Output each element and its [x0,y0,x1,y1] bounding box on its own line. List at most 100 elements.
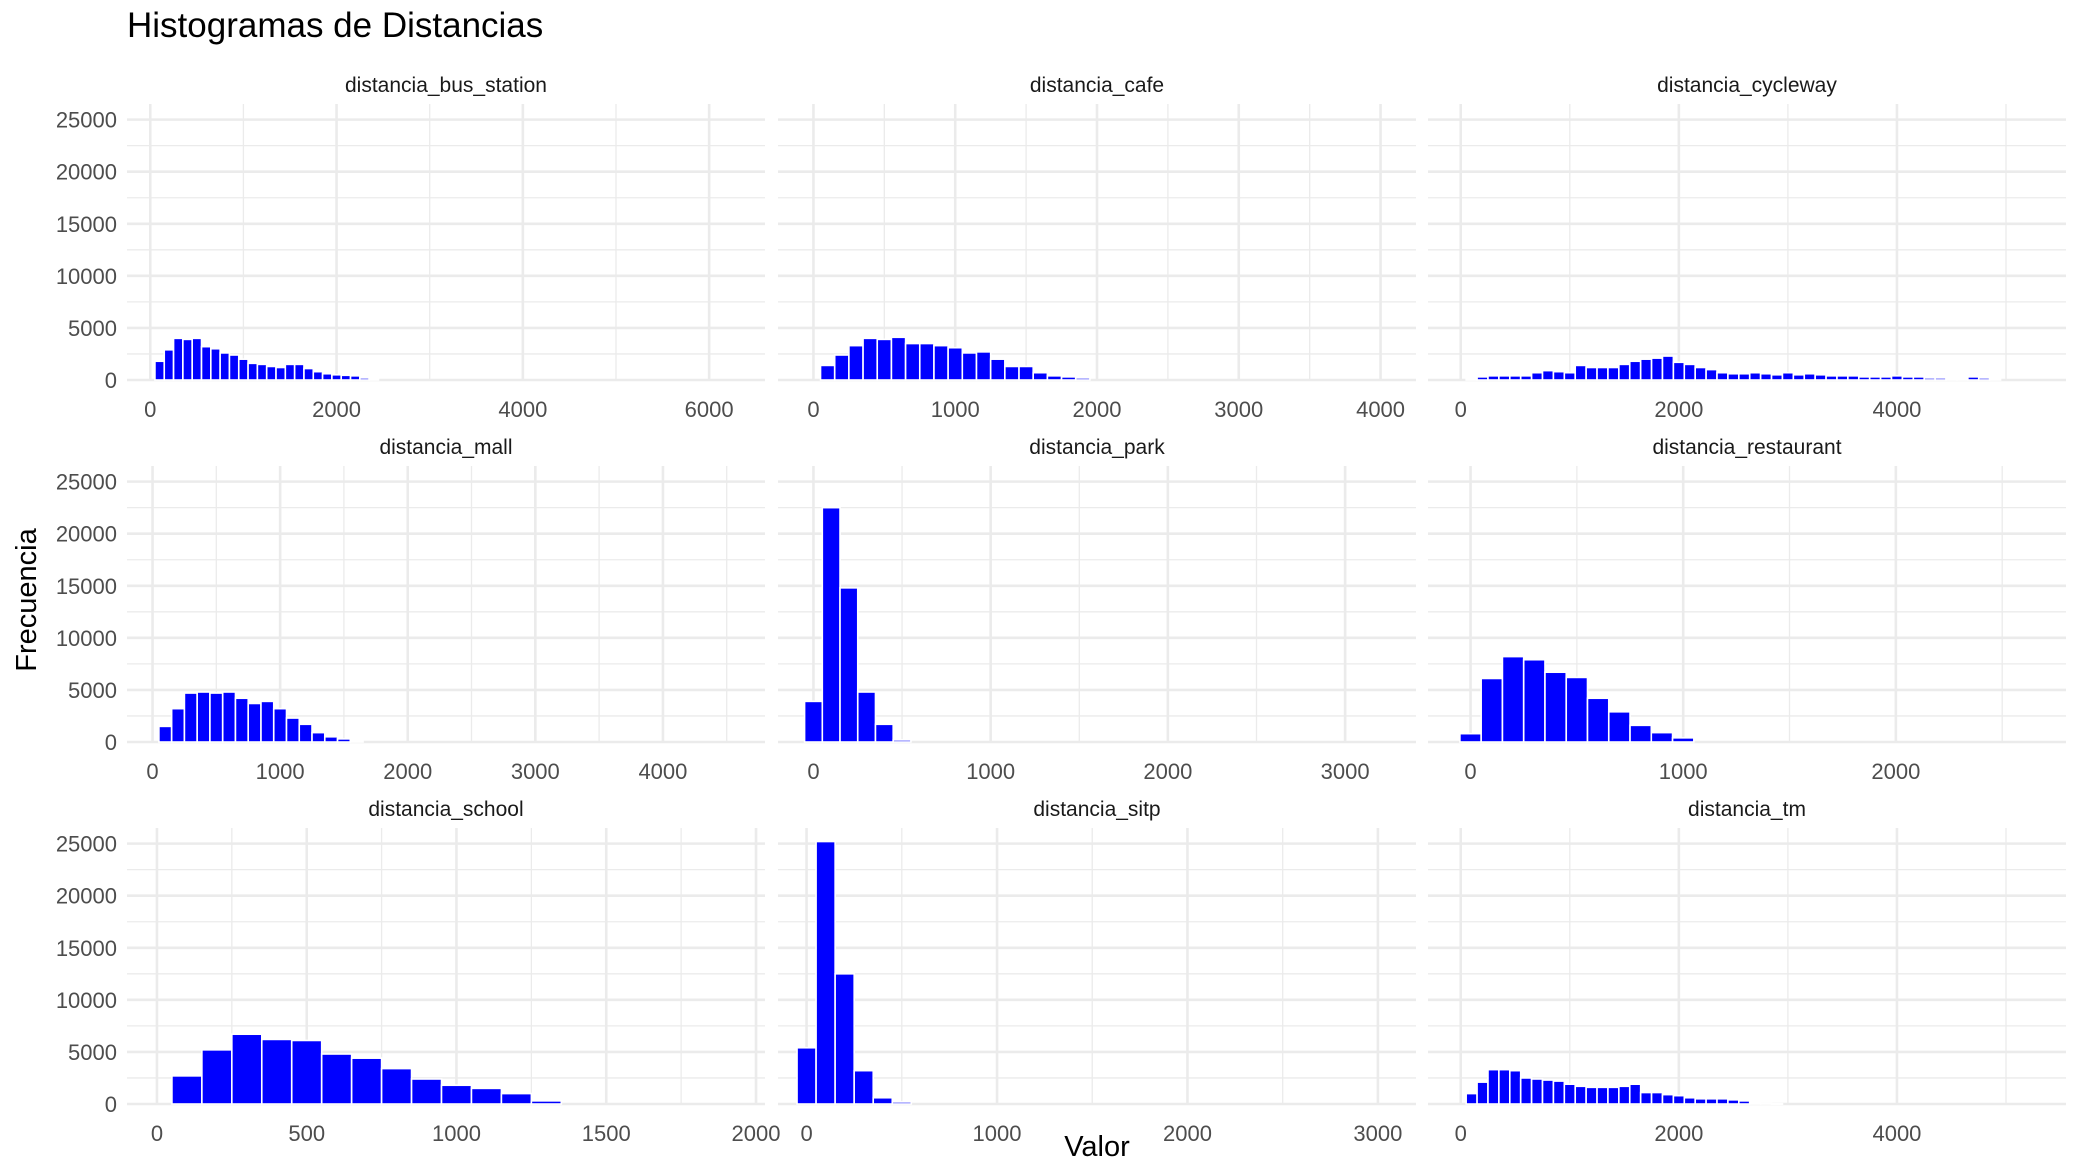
histogram-bar [1544,671,1568,743]
histogram-bar [1508,375,1522,381]
histogram-bar [1574,1085,1587,1105]
x-tick-label: 4000 [1356,397,1405,422]
x-tick-label: 1000 [256,759,305,784]
y-tick-label: 10000 [56,988,117,1013]
y-tick-label: 25000 [56,470,117,495]
histogram-bar [1705,1097,1718,1105]
histogram-bar [1770,373,1784,381]
x-tick-label: 2000 [383,759,432,784]
histogram-bar [961,352,978,381]
histogram-bar [1074,377,1091,381]
histogram-bar [323,735,339,743]
histogram-bar [1501,655,1525,743]
y-tick-label: 25000 [56,108,117,133]
histogram-bar [312,370,324,381]
histogram-bar [1759,372,1773,381]
histogram-bar [1748,1102,1762,1105]
histogram-bar [904,342,921,381]
histogram-bar [1574,364,1587,381]
chart-title: Histogramas de Distancias [127,6,544,45]
histogram-bar [349,375,361,381]
facet-strip-label: distancia_tm [1688,798,1806,821]
facet-strip-label: distancia_cycleway [1657,74,1837,97]
facet-panel: distancia_tm 0 2000 4000 [1428,798,2066,1146]
histogram-bar [1901,376,1915,381]
histogram-bar [182,338,193,381]
x-tick-label: 4000 [498,397,547,422]
histogram-bar [1585,366,1598,381]
histogram-bar [834,973,855,1105]
histogram-bar [247,702,262,743]
histogram-bar [303,367,315,381]
histogram-bar [1803,372,1816,381]
histogram-bar [247,362,259,381]
x-tick-label: 4000 [638,759,687,784]
histogram-bar [1836,375,1849,381]
histogram-bar [285,717,301,743]
histogram-bar [196,691,211,743]
y-tick-label: 10000 [56,626,117,651]
facet-strip-label: distancia_sitp [1033,798,1160,821]
histogram-bar [1522,658,1546,743]
x-tick-label: 3000 [1321,759,1370,784]
histogram-bar [1727,372,1740,381]
y-tick-label: 20000 [56,160,117,185]
facet-strip-label: distancia_park [1029,436,1165,459]
facet-strip-label: distancia_cafe [1030,74,1164,97]
histogram-bar [1476,1081,1489,1105]
y-tick-label: 5000 [68,316,117,341]
facet-strip-label: distancia_mall [379,436,512,459]
histogram-bar [359,377,370,381]
histogram-bar [228,354,240,381]
histogram-bar [1716,1097,1729,1105]
histogram-bar [1596,1086,1609,1105]
histogram-bar [201,1049,233,1105]
histogram-bar [234,697,250,743]
histogram-bar [1563,371,1577,381]
histogram-bar [1530,371,1544,381]
histogram-bar [1596,366,1609,381]
histogram-bar [311,731,326,743]
histogram-bar [947,346,964,381]
x-tick-label: 2000 [1654,1121,1703,1146]
histogram-bar [1967,376,1980,381]
histogram-bar [1770,1102,1784,1105]
facet-panel: distancia_bus_station 0 2000 4000 6000 0 5000 1… [56,74,765,422]
x-tick-label: 0 [807,397,819,422]
histogram-bar [298,723,313,743]
histogram-bar [1541,369,1555,381]
histogram-bar [1629,724,1653,743]
facet-panel: distancia_sitp 0 1000 2000 3000 [778,798,1416,1146]
histogram-bar [1498,375,1511,381]
y-tick-label: 20000 [56,884,117,909]
histogram-bar [1465,378,1478,381]
histogram-bar [1508,1069,1522,1105]
x-tick-label: 1000 [966,759,1015,784]
facet-panel: distancia_cycleway 0 2000 4000 [1428,74,2066,422]
histogram-bar [803,700,824,743]
histogram-bar [290,1039,323,1105]
histogram-bar [171,1075,203,1105]
histogram-bar [221,691,237,743]
x-tick-label: 2000 [1073,397,1122,422]
facet-strip-label: distancia_school [368,798,523,821]
x-tick-label: 0 [151,1121,163,1146]
histogram-bar [1004,365,1020,381]
y-tick-label: 0 [105,368,117,393]
x-axis-title: Valor [1064,1131,1130,1163]
histogram-bar [1694,366,1707,381]
facet-panel: distancia_cafe 0 1000 2000 3000 4000 [778,74,1416,422]
histogram-bar [163,348,175,381]
y-axis-title: Frecuencia [11,527,43,671]
histogram-bar [1705,368,1718,381]
histogram-bar [1487,375,1500,381]
histogram-bar [815,840,836,1105]
histogram-bar [350,1057,383,1105]
histogram-bar [530,1100,563,1105]
histogram-bar [1727,1099,1740,1105]
histogram-bar [209,692,224,743]
histogram-bar [1759,1102,1773,1105]
histogram-bar [1639,1091,1653,1105]
histogram-bar [1683,1096,1696,1105]
